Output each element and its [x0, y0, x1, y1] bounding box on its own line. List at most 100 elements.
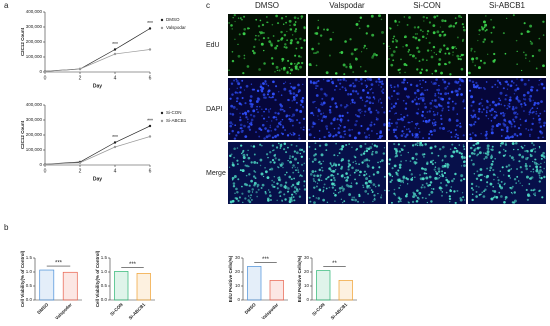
cell: [507, 164, 511, 167]
cell: [444, 92, 448, 96]
cell: [490, 163, 494, 166]
cell: [281, 37, 284, 40]
micrograph: [228, 14, 306, 76]
cell: [486, 167, 489, 170]
x-tick-label: 4: [114, 168, 117, 174]
cell: [490, 197, 493, 200]
cell: [269, 160, 272, 164]
cell: [497, 102, 501, 106]
cell: [523, 144, 526, 147]
cell: [462, 134, 465, 137]
cell: [416, 135, 420, 139]
cell: [345, 105, 348, 107]
cell: [449, 148, 452, 151]
cell: [345, 183, 349, 187]
cell: [357, 169, 360, 172]
cell: [311, 160, 314, 163]
cell: [388, 110, 391, 113]
cell: [404, 107, 408, 110]
cell: [473, 144, 476, 147]
cell: [526, 175, 529, 179]
x-tick-label: 0: [44, 168, 47, 174]
cell: [513, 120, 516, 123]
cell: [501, 166, 504, 169]
cell: [327, 175, 330, 178]
cell: [358, 20, 360, 22]
cell: [297, 182, 300, 186]
cell: [243, 124, 246, 128]
cell: [502, 32, 505, 35]
cell: [440, 105, 443, 108]
cell: [432, 82, 435, 85]
cell: [333, 88, 336, 91]
cell: [295, 47, 298, 50]
cell: [421, 184, 424, 187]
cell: [528, 60, 531, 62]
column-label: Si-ABCB1: [489, 1, 526, 10]
cell: [434, 161, 437, 164]
cell: [297, 55, 301, 58]
cell: [490, 148, 492, 151]
cell: [316, 85, 319, 87]
y-tick-label: 0.0: [101, 297, 108, 302]
cell: [338, 152, 341, 154]
cell: [374, 185, 377, 188]
cell: [529, 94, 533, 98]
cell: [538, 147, 541, 149]
cell: [506, 130, 509, 133]
cell: [369, 110, 373, 114]
cell: [523, 82, 527, 86]
cell: [330, 164, 334, 168]
cell: [526, 91, 530, 95]
cell: [504, 136, 508, 140]
cell: [504, 195, 508, 199]
cell: [330, 122, 333, 125]
legend-marker: [160, 119, 164, 123]
cell: [267, 89, 271, 92]
cell: [463, 107, 466, 110]
cell: [431, 121, 434, 124]
cell: [292, 95, 296, 99]
cell: [492, 26, 495, 29]
cell: [421, 96, 425, 100]
cell: [459, 55, 462, 58]
cell: [398, 21, 401, 23]
cell: [273, 155, 275, 157]
cell: [277, 158, 281, 161]
cell: [493, 52, 496, 56]
cell: [524, 150, 527, 153]
cell: [355, 119, 358, 123]
cell: [502, 111, 505, 114]
cell: [295, 169, 297, 172]
cell: [237, 17, 240, 19]
cell: [486, 53, 489, 56]
cell: [290, 62, 293, 66]
cell: [396, 126, 398, 128]
cell: [355, 22, 359, 26]
cell: [347, 162, 350, 165]
cell: [490, 113, 493, 116]
cell: [406, 82, 409, 84]
cell: [373, 197, 376, 200]
cell: [271, 96, 274, 99]
annotation: ***: [112, 135, 118, 141]
cell: [335, 169, 337, 171]
cell: [430, 161, 432, 164]
y-tick-label: 30: [304, 255, 310, 260]
cell: [456, 54, 460, 58]
cell: [442, 107, 445, 110]
cell: [514, 115, 518, 119]
cell: [478, 151, 482, 155]
cell: [435, 105, 438, 109]
cell: [422, 120, 425, 122]
cell: [239, 169, 242, 172]
cell: [256, 195, 258, 198]
cell: [248, 122, 251, 125]
cell: [503, 118, 506, 122]
cell: [416, 122, 419, 125]
cell: [504, 143, 508, 146]
cell: [459, 198, 463, 202]
cell: [378, 136, 382, 139]
cell: [288, 117, 291, 121]
cell: [405, 160, 407, 162]
